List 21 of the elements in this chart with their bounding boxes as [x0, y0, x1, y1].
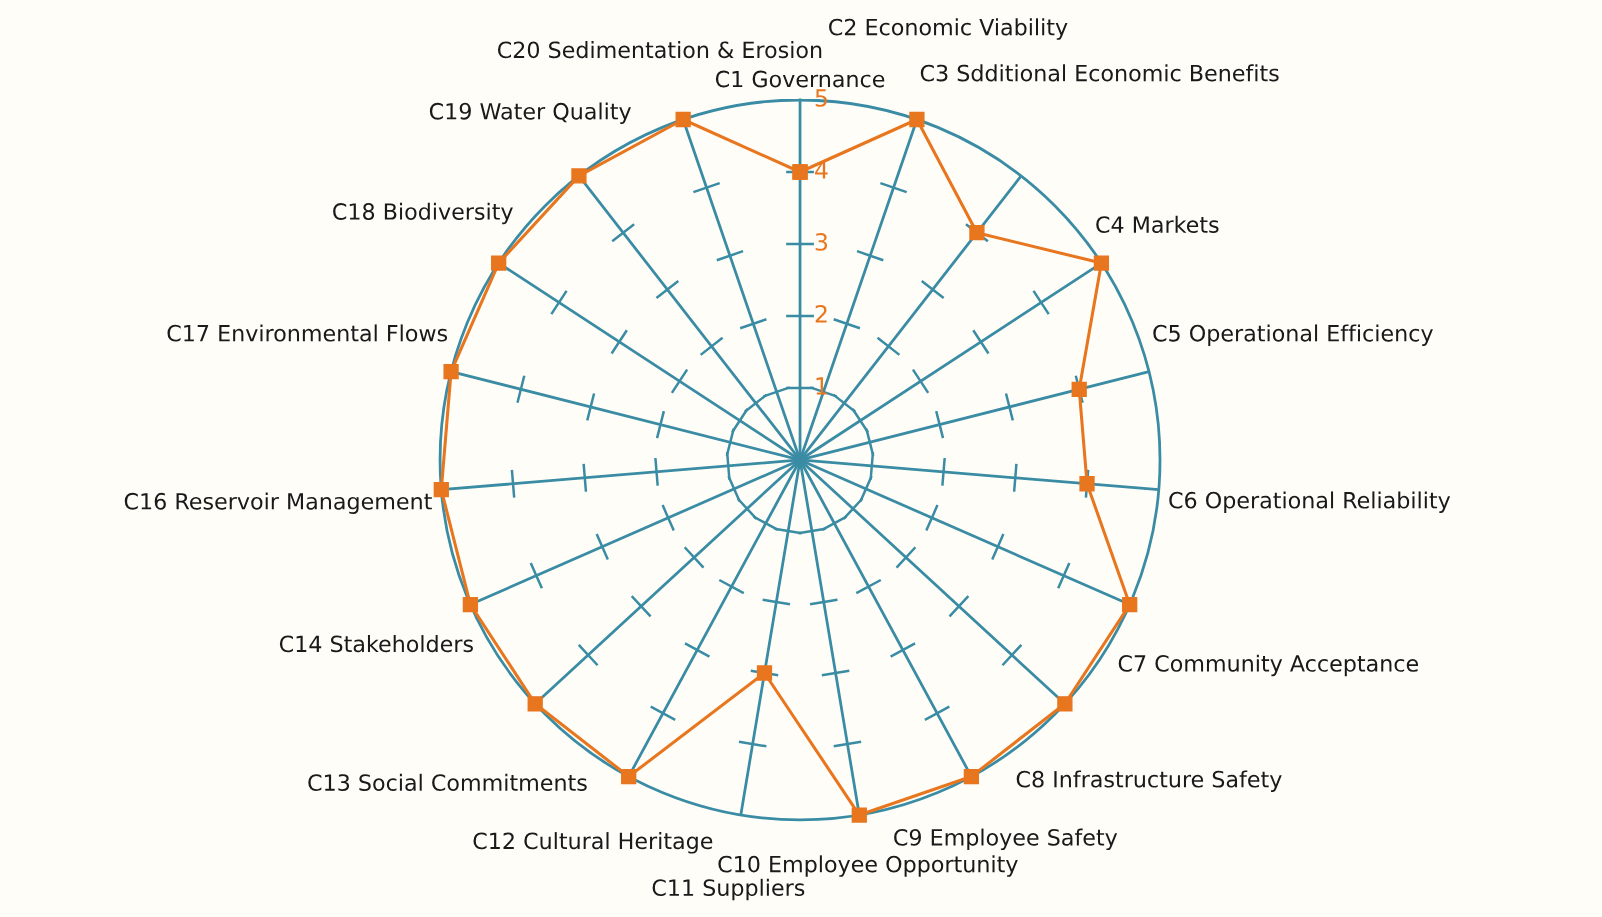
spoke-label: C17 Environmental Flows [167, 324, 448, 342]
spoke-label: C7 Community Acceptance [1118, 654, 1419, 677]
spoke-label: C11 Suppliers [652, 878, 805, 901]
spoke-label: C8 Infrastructure Safety [1016, 770, 1282, 792]
spoke-label: C12 Cultural Heritage [473, 832, 713, 854]
y-tick-label: 3 [815, 232, 828, 251]
spoke-label: C2 Economic Viability [829, 18, 1068, 40]
y-tick-label: 2 [815, 304, 827, 323]
spoke-label: C18 Biodiversity [333, 202, 513, 225]
spoke-label: C6 Operational Reliability [1169, 491, 1451, 513]
spoke-label: C20 Sedimentation & Erosion [497, 41, 822, 59]
spoke-label: C14 Stakeholders [279, 635, 473, 653]
spoke-label: C10 Employee Opportunity [718, 855, 1018, 877]
spoke-label: C4 Markets [1096, 215, 1219, 233]
spoke-label: C1 Governance [715, 70, 885, 88]
spoke-label: C9 Employee Safety [894, 828, 1118, 851]
spoke-label: C16 Reservoir Management [124, 492, 432, 514]
spoke-label: C19 Water Quality [429, 102, 631, 124]
spoke-label: C13 Social Commitments [308, 773, 587, 791]
spoke-label: C5 Operational Efficiency [1153, 324, 1433, 346]
spoke-label: C3 Sdditional Economic Benefits [920, 64, 1279, 82]
